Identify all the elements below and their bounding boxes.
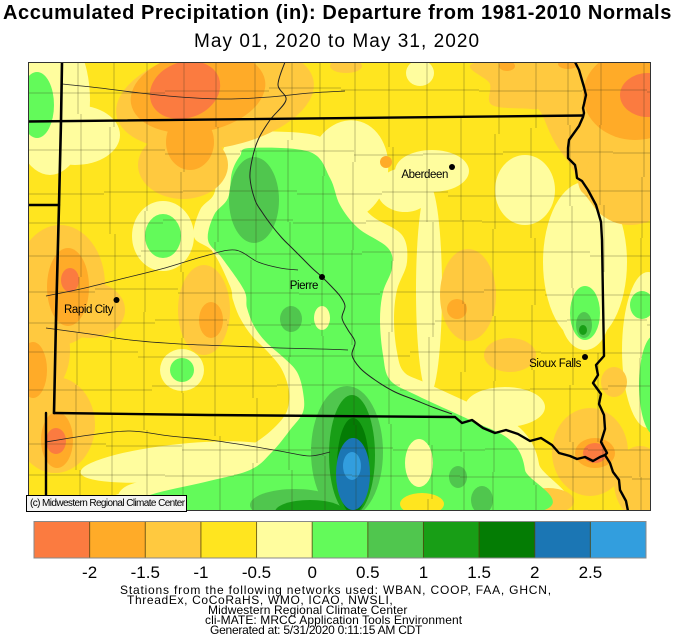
svg-text:Sioux Falls: Sioux Falls	[529, 358, 581, 370]
svg-text:-0.5: -0.5	[242, 563, 271, 582]
svg-text:2.5: 2.5	[579, 563, 603, 582]
svg-text:0: 0	[307, 563, 316, 582]
svg-text:0.5: 0.5	[356, 563, 380, 582]
svg-text:1.5: 1.5	[467, 563, 491, 582]
svg-text:-1: -1	[193, 563, 208, 582]
svg-text:-1.5: -1.5	[131, 563, 160, 582]
svg-text:Aberdeen: Aberdeen	[401, 169, 448, 181]
svg-text:2: 2	[530, 563, 539, 582]
svg-text:Rapid City: Rapid City	[64, 304, 114, 316]
svg-text:1: 1	[419, 563, 428, 582]
svg-text:Pierre: Pierre	[290, 280, 318, 292]
svg-text:-2: -2	[82, 563, 97, 582]
